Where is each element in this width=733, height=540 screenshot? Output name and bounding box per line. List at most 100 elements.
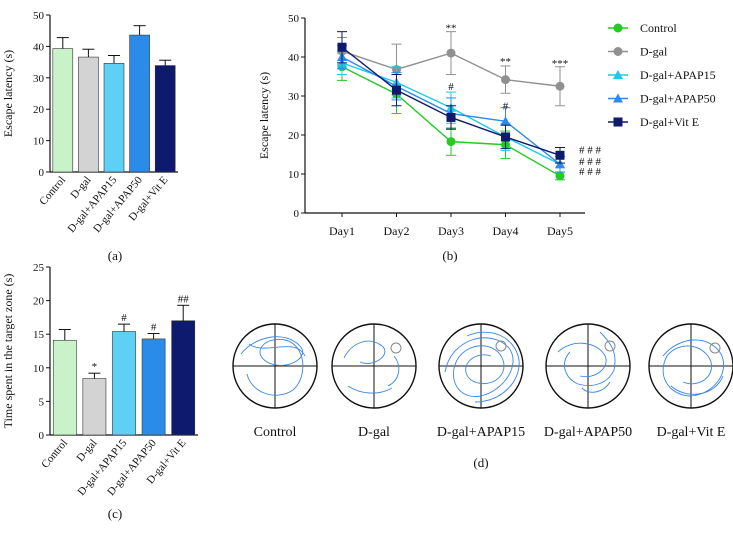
- data-point: [337, 42, 347, 52]
- data-point: [613, 93, 623, 103]
- legend: Control D-gal D-gal+APAP15 D-gal+APAP50 D-ga…: [608, 21, 716, 129]
- bar: [82, 378, 107, 436]
- legend-label: D-gal: [640, 45, 668, 59]
- maze-label: D-gal+APAP50: [544, 425, 632, 440]
- significance-mark: # # #: [579, 156, 602, 168]
- data-point: [392, 85, 401, 95]
- maze-label: D-gal+APAP15: [437, 425, 525, 440]
- x-tick-label: D-gal: [74, 437, 99, 464]
- maze-control: Control: [232, 323, 318, 440]
- y-tick-label: 5: [39, 396, 45, 408]
- maze-label: D-gal: [358, 425, 390, 440]
- data-point: [613, 117, 623, 127]
- x-tick-label: Day4: [493, 224, 519, 238]
- y-tick-label: 10: [288, 169, 300, 181]
- bar: [154, 65, 176, 173]
- y-tick-label: 50: [33, 10, 45, 22]
- y-tick-label: 20: [33, 104, 45, 116]
- maze-d-gal: D-gal: [331, 323, 417, 440]
- y-tick-label: 50: [288, 13, 300, 25]
- series-d-gal-vit-e: [337, 31, 565, 164]
- bar: [103, 63, 125, 173]
- data-point: [613, 23, 623, 33]
- data-point: [446, 112, 456, 122]
- swim-path: [240, 336, 306, 396]
- y-tick-label: 15: [33, 329, 45, 341]
- y-axis-label: Escape latency (s): [1, 50, 15, 137]
- y-tick-label: 20: [288, 130, 300, 142]
- significance-mark: **: [500, 56, 511, 68]
- platform-marker: [390, 342, 402, 354]
- maze-d-gal-apap15: D-gal+APAP15: [437, 323, 525, 440]
- y-tick-label: 40: [288, 52, 300, 64]
- legend-label: Control: [640, 21, 677, 35]
- panel-label-d: (d): [473, 455, 488, 470]
- swim-path: [343, 340, 400, 394]
- swim-path: [662, 339, 724, 397]
- y-tick-label: 10: [33, 363, 45, 375]
- y-axis-label: Escape latency (s): [257, 72, 271, 159]
- bar: [52, 48, 74, 173]
- data-point: [613, 47, 623, 56]
- data-point: [446, 48, 456, 58]
- x-tick-label: Day5: [547, 224, 573, 238]
- y-tick-label: 30: [33, 73, 45, 85]
- significance-mark: #: [121, 312, 127, 324]
- bar: [129, 34, 150, 173]
- panel-label-b: (b): [442, 248, 457, 263]
- data-point: [555, 159, 565, 169]
- x-tick-label: Control: [39, 437, 70, 470]
- data-point: [555, 171, 565, 181]
- bar-chart-target-zone-time: 0 5 10 15 20 25 Time spent in the target zone …: [1, 262, 198, 498]
- significance-mark: #: [448, 81, 454, 93]
- platform-marker: [495, 340, 507, 352]
- bar: [171, 320, 196, 436]
- significance-mark: # # #: [579, 166, 602, 178]
- data-point: [555, 150, 565, 160]
- x-tick-label: Day3: [438, 224, 464, 238]
- bar: [52, 339, 77, 436]
- data-point: [613, 70, 623, 79]
- bar: [141, 338, 166, 436]
- legend-label: D-gal+APAP15: [640, 68, 716, 82]
- swim-path: [444, 331, 520, 403]
- platform-marker: [604, 340, 616, 352]
- significance-mark: #: [151, 322, 157, 334]
- significance-mark: *: [92, 361, 98, 373]
- platform-marker: [709, 342, 721, 354]
- data-point: [446, 137, 456, 147]
- data-point: [501, 75, 510, 85]
- y-tick-label: 0: [39, 167, 45, 179]
- data-point: [500, 116, 511, 126]
- y-tick-label: 25: [33, 262, 45, 274]
- swim-path-panel: Control D-gal D-gal+APAP15 D-gal+APAP50 D-ga…: [232, 323, 733, 440]
- y-tick-label: 0: [294, 208, 300, 220]
- significance-mark: ##: [178, 293, 190, 305]
- panel-label-c: (c): [108, 506, 122, 521]
- maze-label: D-gal+Vit E: [657, 425, 726, 440]
- maze-label: Control: [254, 425, 297, 440]
- line-chart-escape-latency: 0 10 20 30 40 50 Day1 Day2 Day3 Day4 Day5 Escape la…: [257, 13, 602, 238]
- panel-label-a: (a): [108, 248, 122, 263]
- bar: [78, 56, 99, 173]
- maze-d-gal-apap50: D-gal+APAP50: [544, 323, 632, 440]
- y-tick-label: 0: [39, 430, 45, 442]
- significance-mark: **: [446, 23, 457, 35]
- data-point: [555, 81, 565, 91]
- y-tick-label: 30: [288, 91, 300, 103]
- swim-path: [557, 331, 616, 393]
- y-tick-label: 20: [33, 296, 45, 308]
- legend-label: D-gal+APAP50: [640, 92, 716, 106]
- maze-d-gal-vit-e: D-gal+Vit E: [648, 323, 733, 440]
- significance-mark: # # #: [579, 145, 602, 157]
- y-tick-label: 10: [33, 136, 45, 148]
- x-tick-label: Day2: [384, 224, 410, 238]
- y-axis-label: Time spent in the target zone (s): [1, 274, 15, 429]
- significance-mark: ***: [552, 58, 569, 70]
- bar: [112, 331, 136, 436]
- data-point: [501, 132, 510, 142]
- significance-mark: #: [503, 101, 509, 113]
- legend-label: D-gal+Vit E: [640, 115, 699, 129]
